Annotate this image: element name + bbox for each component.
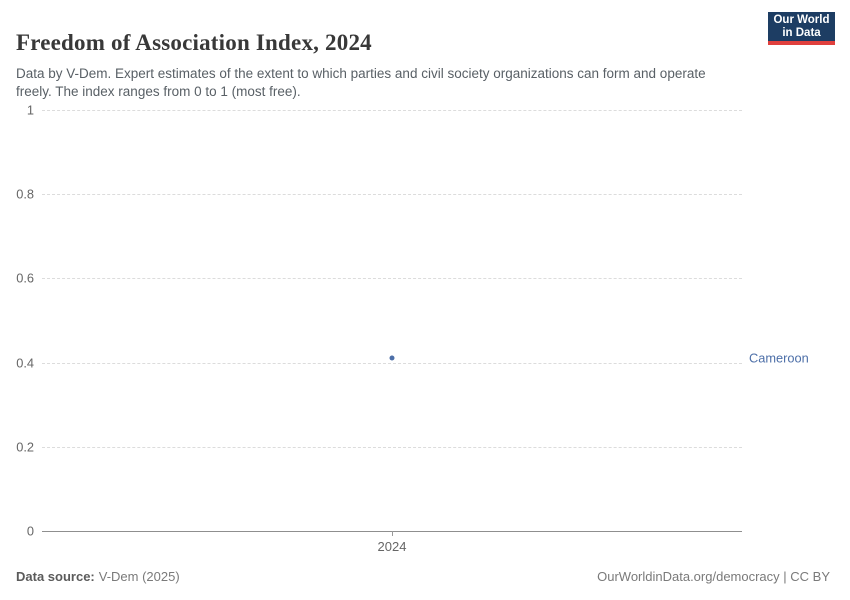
y-axis-tick-label: 1 [26, 102, 34, 118]
chart-footer: Data source: V-Dem (2025) OurWorldinData.… [16, 569, 830, 584]
gridline [42, 446, 742, 448]
chart-title: Freedom of Association Index, 2024 [16, 30, 372, 56]
chart-subtitle: Data by V-Dem. Expert estimates of the e… [16, 65, 706, 100]
entity-label-cameroon[interactable]: Cameroon [749, 350, 809, 366]
data-point-cameroon[interactable] [389, 355, 395, 361]
gridline [42, 362, 742, 364]
credit-link[interactable]: OurWorldinData.org/democracy | CC BY [597, 569, 830, 584]
gridline [42, 110, 742, 111]
owid-logo-line1: Our World [773, 13, 830, 26]
y-axis-tick-label: 0.6 [16, 270, 34, 286]
y-axis-tick-label: 0.2 [16, 439, 34, 455]
y-axis-tick-label: 0.4 [16, 355, 34, 371]
y-axis-tick-label: 0.8 [16, 186, 34, 202]
data-source-label: Data source: [16, 569, 95, 584]
owid-logo[interactable]: Our World in Data [768, 12, 835, 45]
data-source-value: V-Dem (2025) [98, 569, 180, 584]
owid-logo-line2: in Data [782, 26, 821, 39]
x-axis-tick-mark [392, 531, 393, 536]
data-source-note: Data source: V-Dem (2025) [16, 569, 180, 584]
y-axis-tick-label: 0 [26, 523, 34, 539]
gridline [42, 194, 742, 196]
plot-area: 0 0.2 0.4 0.6 0.8 1 2024 Cameroon [16, 103, 809, 555]
gridline [42, 278, 742, 280]
x-axis-tick-label: 2024 [377, 539, 407, 554]
